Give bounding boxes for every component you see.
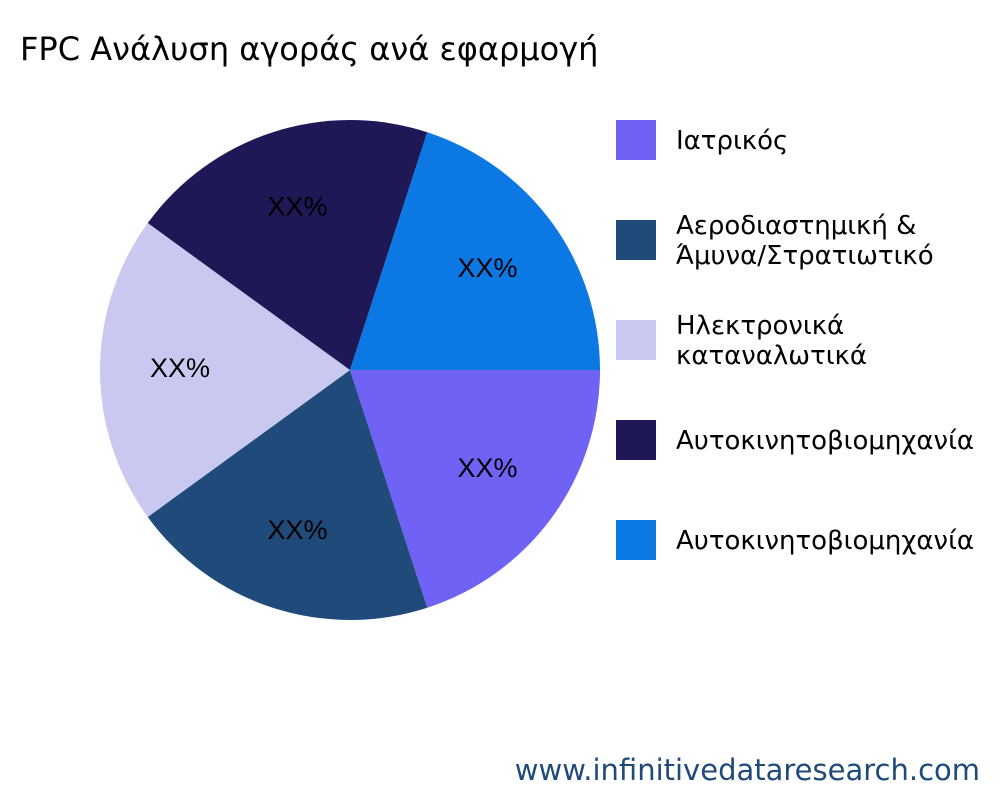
legend-swatch [616, 320, 656, 360]
value-label: XX% [267, 515, 327, 545]
pie-slice [147, 370, 428, 620]
legend-swatch [616, 520, 656, 560]
value-label: XX% [458, 253, 518, 283]
legend-swatch [616, 120, 656, 160]
pie-slice [350, 132, 600, 370]
legend-swatch [616, 220, 656, 260]
chart-title: FPC Ανάλυση αγοράς ανά εφαρμογή [20, 30, 598, 68]
legend-label: Αυτοκινητοβιομηχανία [676, 426, 974, 456]
value-label: XX% [458, 453, 518, 483]
legend-label: Αεροδιαστημική & Άμυνα/Στρατιωτικό [676, 211, 934, 271]
legend-label: Ιατρικός [676, 126, 788, 156]
pie-slice [100, 223, 350, 517]
value-label: XX% [150, 353, 210, 383]
legend-label: Αυτοκινητοβιομηχανία [676, 526, 974, 556]
legend-label: Ηλεκτρονικά καταναλωτικά [676, 311, 867, 371]
pie-slice [147, 120, 428, 370]
value-label: XX% [267, 191, 327, 221]
watermark: www.infinitivedataresearch.com [515, 753, 980, 787]
pie-slice [350, 370, 600, 608]
legend-swatch [616, 420, 656, 460]
